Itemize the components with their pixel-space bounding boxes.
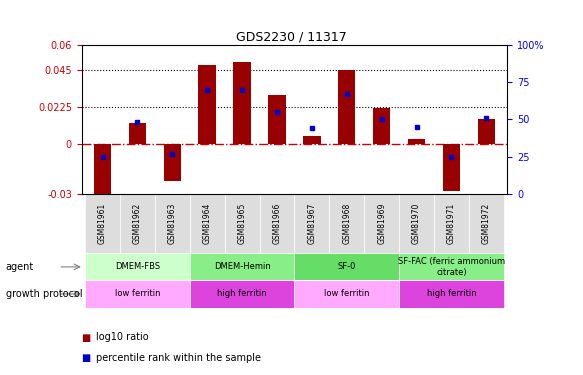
Text: GSM81972: GSM81972	[482, 203, 491, 244]
FancyBboxPatch shape	[85, 254, 189, 280]
Text: percentile rank within the sample: percentile rank within the sample	[96, 353, 261, 363]
FancyBboxPatch shape	[120, 194, 155, 254]
Text: GSM81966: GSM81966	[272, 203, 282, 244]
FancyBboxPatch shape	[364, 194, 399, 254]
Bar	[303, 136, 321, 144]
Text: low ferritin: low ferritin	[115, 290, 160, 298]
FancyBboxPatch shape	[434, 194, 469, 254]
Bar	[338, 70, 356, 144]
Text: SF-0: SF-0	[338, 262, 356, 272]
FancyBboxPatch shape	[189, 280, 294, 308]
Text: log10 ratio: log10 ratio	[96, 333, 149, 342]
Text: agent: agent	[6, 262, 34, 272]
FancyBboxPatch shape	[329, 194, 364, 254]
Text: ■: ■	[82, 353, 91, 363]
FancyBboxPatch shape	[189, 254, 294, 280]
Bar	[164, 144, 181, 181]
FancyBboxPatch shape	[399, 280, 504, 308]
Text: GSM81967: GSM81967	[307, 203, 317, 244]
Bar	[94, 144, 111, 201]
Text: DMEM-FBS: DMEM-FBS	[115, 262, 160, 272]
Text: GSM81961: GSM81961	[98, 203, 107, 244]
Text: ■: ■	[82, 333, 91, 342]
Text: growth protocol: growth protocol	[6, 289, 82, 299]
Bar	[408, 139, 425, 144]
Text: GSM81962: GSM81962	[133, 203, 142, 244]
FancyBboxPatch shape	[294, 194, 329, 254]
Text: GSM81969: GSM81969	[377, 203, 386, 244]
Bar	[129, 123, 146, 144]
FancyBboxPatch shape	[294, 254, 399, 280]
Bar	[268, 94, 286, 144]
Bar	[477, 119, 495, 144]
Text: high ferritin: high ferritin	[427, 290, 476, 298]
FancyBboxPatch shape	[224, 194, 259, 254]
FancyBboxPatch shape	[85, 194, 120, 254]
Bar	[233, 62, 251, 144]
FancyBboxPatch shape	[85, 280, 189, 308]
Text: GDS2230 / 11317: GDS2230 / 11317	[236, 30, 347, 43]
Text: GSM81963: GSM81963	[168, 203, 177, 244]
Bar	[198, 65, 216, 144]
Text: GSM81968: GSM81968	[342, 203, 351, 244]
FancyBboxPatch shape	[294, 280, 399, 308]
FancyBboxPatch shape	[469, 194, 504, 254]
Text: GSM81964: GSM81964	[203, 203, 212, 244]
Text: DMEM-Hemin: DMEM-Hemin	[214, 262, 271, 272]
FancyBboxPatch shape	[189, 194, 224, 254]
FancyBboxPatch shape	[399, 254, 504, 280]
Text: GSM81971: GSM81971	[447, 203, 456, 244]
Text: SF-FAC (ferric ammonium
citrate): SF-FAC (ferric ammonium citrate)	[398, 257, 505, 277]
Bar	[373, 108, 391, 144]
Text: high ferritin: high ferritin	[217, 290, 267, 298]
FancyBboxPatch shape	[155, 194, 189, 254]
Text: GSM81965: GSM81965	[238, 203, 247, 244]
FancyBboxPatch shape	[399, 194, 434, 254]
Text: low ferritin: low ferritin	[324, 290, 370, 298]
Bar	[442, 144, 460, 190]
FancyBboxPatch shape	[259, 194, 294, 254]
Text: GSM81970: GSM81970	[412, 203, 421, 244]
